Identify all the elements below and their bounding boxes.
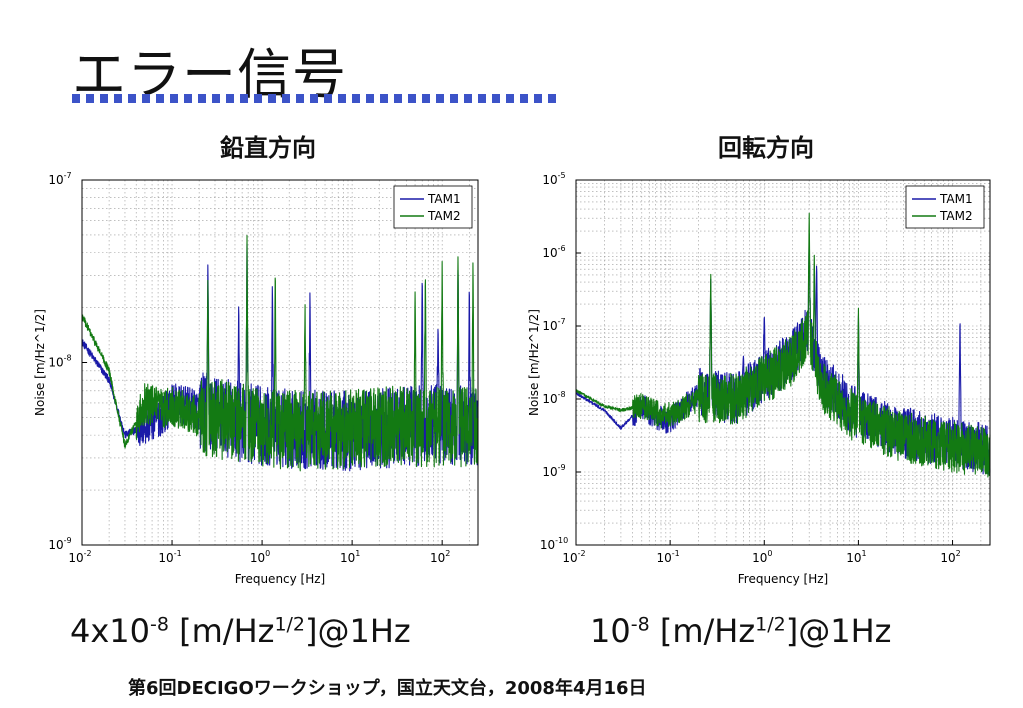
title-underline-segment — [128, 94, 136, 103]
left-chart-heading: 鉛直方向 — [220, 134, 316, 162]
right-chart-heading: 回転方向 — [718, 134, 814, 162]
x-tick-label: 100 — [250, 549, 270, 565]
x-tick-label: 10-2 — [562, 549, 585, 565]
title-underline-segment — [366, 94, 374, 103]
grid — [81, 179, 478, 546]
x-tick-label: 10-1 — [158, 549, 181, 565]
right-summary-at: ]@1Hz — [785, 612, 892, 650]
legend-label-tam2: TAM2 — [939, 209, 973, 223]
legend-box — [905, 185, 985, 229]
title-underline-segment — [198, 94, 206, 103]
right-summary-exponent: -8 — [630, 613, 650, 636]
x-tick-label: 100 — [752, 549, 772, 565]
title-underline-segment — [338, 94, 346, 103]
right-noise-summary: 10-8 [m/Hz1/2]@1Hz — [590, 612, 891, 650]
x-tick-label: 101 — [340, 549, 360, 565]
left-summary-mantissa: 4x10 — [70, 612, 151, 650]
legend: TAM1 TAM2 — [905, 185, 985, 229]
x-tick-label: 102 — [940, 549, 960, 565]
title-underline-segment — [142, 94, 150, 103]
y-tick-label: 10-9 — [48, 536, 71, 552]
series-line-tam2 — [575, 212, 991, 478]
left-summary-at: ]@1Hz — [305, 612, 411, 650]
footer-event-line: 第6回DECIGOワークショップ，国立天文台，2008年4月16日 — [128, 678, 647, 699]
legend: TAM1 TAM2 — [393, 185, 473, 229]
title-underline-segment — [394, 94, 402, 103]
legend-box — [393, 185, 473, 229]
title-underline-segment — [478, 94, 486, 103]
series-line-tam2 — [81, 234, 479, 472]
plot-area — [82, 180, 478, 545]
title-underline-segment — [464, 94, 472, 103]
legend-label-tam1: TAM1 — [427, 192, 461, 206]
title-underline-segment — [436, 94, 444, 103]
title-underline-segment — [72, 94, 80, 103]
title-underline-segment — [254, 94, 262, 103]
x-axis-label: Frequency [Hz] — [235, 572, 326, 586]
title-underline-segment — [380, 94, 388, 103]
left-noise-summary: 4x10-8 [m/Hz1/2]@1Hz — [70, 612, 411, 650]
title-underline-segment — [282, 94, 290, 103]
title-underline-segment — [86, 94, 94, 103]
right-summary-unit-exponent: 1/2 — [755, 613, 786, 636]
x-tick-label: 102 — [430, 549, 450, 565]
title-underline-segment — [296, 94, 304, 103]
x-axis-label: Frequency [Hz] — [738, 572, 829, 586]
title-underline-segment — [212, 94, 220, 103]
title-underline-segment — [100, 94, 108, 103]
title-underline-segment — [156, 94, 164, 103]
x-tick-label: 10-2 — [68, 549, 91, 565]
y-tick-label: 10-7 — [542, 317, 565, 333]
legend-label-tam2: TAM2 — [427, 209, 461, 223]
title-underline-segment — [324, 94, 332, 103]
rotation-noise-chart: 10-2 10-1 100 101 102 10-10 10-9 10-8 10-7 10-6 10… — [527, 171, 991, 586]
left-summary-exponent: -8 — [150, 613, 169, 636]
title-underline-segment — [548, 94, 556, 103]
title-underline-segment — [268, 94, 276, 103]
x-tick-label: 10-1 — [657, 549, 680, 565]
right-summary-mantissa: 10 — [590, 612, 631, 650]
vertical-noise-chart: 10-2 10-1 100 101 102 10-9 10-8 10-7 Frequency [… — [33, 171, 479, 586]
right-summary-unit: [m/Hz — [649, 612, 756, 650]
title-underline-segment — [226, 94, 234, 103]
title-underline-segment — [534, 94, 542, 103]
y-tick-label: 10-6 — [542, 244, 565, 260]
x-tick-label: 101 — [846, 549, 866, 565]
y-tick-label: 10-8 — [542, 390, 565, 406]
y-axis-label: Noise [m/Hz^1/2] — [527, 309, 541, 416]
y-tick-label: 10-8 — [48, 354, 71, 370]
y-tick-label: 10-5 — [542, 171, 565, 187]
title-underline-segment — [170, 94, 178, 103]
left-summary-unit-exponent: 1/2 — [274, 613, 306, 636]
title-underline — [72, 94, 556, 103]
title-underline-segment — [240, 94, 248, 103]
title-underline-segment — [450, 94, 458, 103]
title-underline-segment — [310, 94, 318, 103]
y-tick-label: 10-9 — [542, 463, 565, 479]
title-underline-segment — [492, 94, 500, 103]
title-underline-segment — [114, 94, 122, 103]
title-underline-segment — [520, 94, 528, 103]
left-summary-unit: [m/Hz — [168, 612, 275, 650]
y-tick-label: 10-10 — [540, 536, 568, 552]
title-underline-segment — [408, 94, 416, 103]
title-underline-segment — [184, 94, 192, 103]
plot-frame — [575, 179, 991, 546]
legend-label-tam1: TAM1 — [939, 192, 973, 206]
title-underline-segment — [422, 94, 430, 103]
y-tick-label: 10-7 — [48, 171, 71, 187]
title-underline-segment — [352, 94, 360, 103]
title-underline-segment — [506, 94, 514, 103]
y-axis-label: Noise [m/Hz^1/2] — [33, 309, 47, 416]
